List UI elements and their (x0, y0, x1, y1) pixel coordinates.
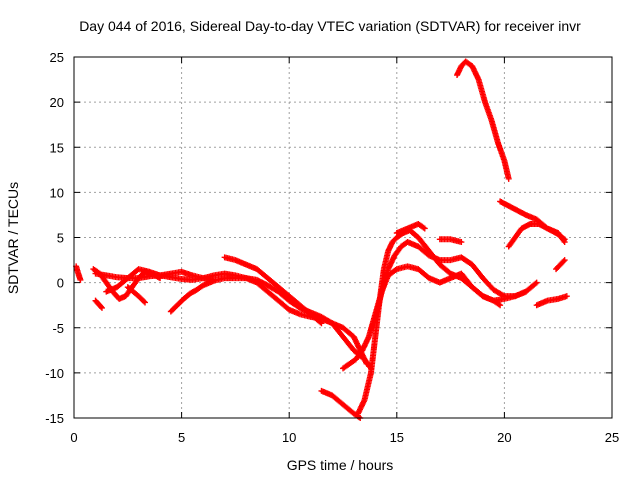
data-points (73, 58, 570, 421)
data-point (533, 279, 540, 286)
data-point (560, 258, 567, 265)
x-tick-label: 15 (390, 430, 404, 445)
x-tick-label: 20 (497, 430, 511, 445)
data-point (420, 224, 427, 231)
y-tick-label: 25 (50, 50, 64, 65)
x-tick-label: 5 (178, 430, 185, 445)
series-track-8 (221, 254, 325, 327)
series-track-6 (124, 284, 149, 306)
data-point (98, 304, 105, 311)
y-tick-label: 0 (57, 276, 64, 291)
data-point (458, 239, 465, 246)
x-tick-label: 25 (605, 430, 619, 445)
data-point (563, 293, 570, 300)
data-point (421, 225, 428, 232)
y-tick-label: 20 (50, 95, 64, 110)
data-point (98, 303, 105, 310)
y-tick-label: -10 (45, 366, 64, 381)
y-tick-label: -15 (45, 411, 64, 426)
series-track-7 (167, 275, 374, 372)
series-track-13 (393, 220, 428, 236)
data-point (497, 302, 504, 309)
data-point (505, 175, 512, 182)
chart-title: Day 044 of 2016, Sidereal Day-to-day VTE… (79, 18, 581, 34)
series-track-12 (372, 239, 529, 322)
series-track-17 (505, 220, 568, 250)
series-track-5 (103, 266, 217, 295)
series-track-19 (553, 257, 568, 273)
data-point (317, 319, 324, 326)
series-track-11 (355, 227, 540, 417)
series-track-18 (533, 293, 570, 309)
series-track-15 (454, 58, 512, 182)
series-track-14 (436, 236, 465, 246)
data-point (560, 235, 567, 242)
data-point (318, 320, 325, 327)
series-track-1 (73, 263, 84, 283)
axis-ticks: 0 5 10 15 20 25 -15 -10 -5 0 5 10 15 20 25 (45, 50, 619, 445)
y-tick-label: 15 (50, 140, 64, 155)
grid-lines (74, 57, 612, 418)
y-tick-label: 10 (50, 185, 64, 200)
x-tick-label: 0 (70, 430, 77, 445)
data-point (561, 236, 568, 243)
series-track-4 (92, 297, 105, 311)
x-axis-title: GPS time / hours (287, 457, 394, 473)
y-axis-title: SDTVAR / TECUs (5, 182, 21, 294)
data-point (142, 299, 149, 306)
data-point (77, 276, 84, 283)
data-point (522, 288, 529, 295)
series-track-16 (497, 198, 568, 246)
series-track-9 (318, 387, 364, 421)
data-point (140, 298, 147, 305)
y-tick-label: 5 (57, 231, 64, 246)
x-tick-label: 10 (282, 430, 296, 445)
y-tick-label: -5 (52, 321, 64, 336)
data-point (561, 257, 568, 264)
data-point (532, 280, 539, 287)
data-point (392, 266, 399, 273)
